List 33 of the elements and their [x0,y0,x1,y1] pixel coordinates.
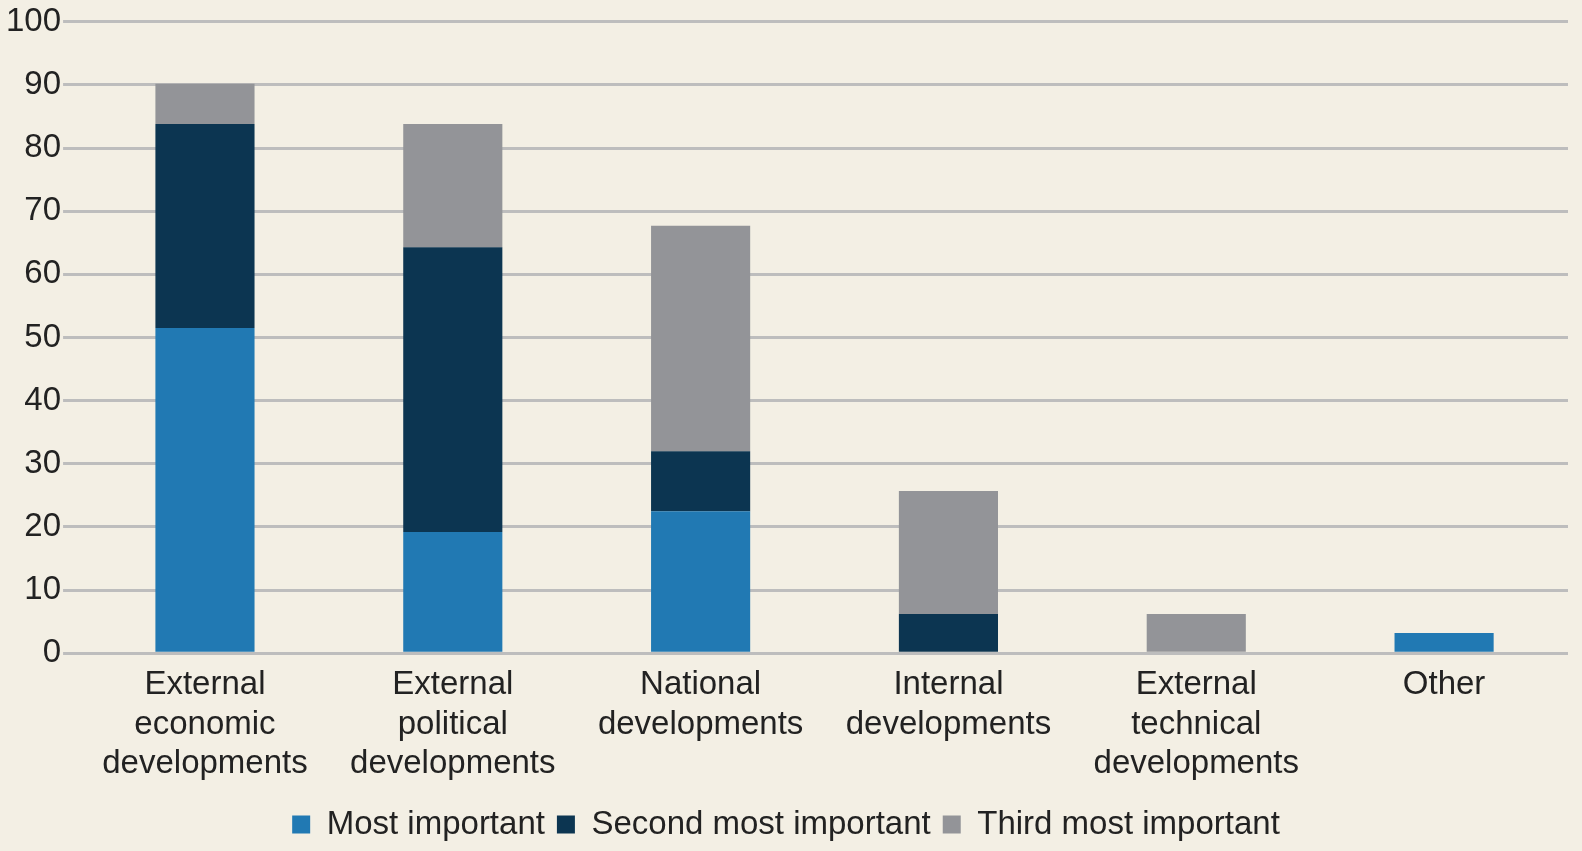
bar [898,490,999,615]
legend-label: Third most important [977,803,1280,841]
x-tick-label: External technical developments [1093,664,1299,781]
bar [403,531,503,652]
y-tick-label: 90 [24,64,62,102]
bar [403,247,503,532]
bar [651,225,751,452]
x-tick-label: Other [1402,664,1486,702]
y-tick-label: 70 [24,190,62,228]
y-tick-label: 40 [24,379,62,417]
y-tick-label: 10 [24,569,62,607]
legend-label: Second most important [591,803,931,841]
y-tick-label: 0 [42,632,62,670]
y-tick-label: 100 [6,0,62,38]
y-tick-label: 20 [24,506,62,544]
bar [155,328,255,652]
y-tick-label: 60 [24,253,62,291]
bar [1394,633,1494,652]
x-tick-label: External economic developments [102,664,308,781]
y-tick-label: 50 [24,316,62,354]
x-tick-label: External political developments [350,664,556,781]
bar [155,124,255,329]
x-tick-label: Internal developments [845,664,1052,741]
x-tick-label: National developments [597,664,804,741]
bar [155,83,255,125]
bar [1146,614,1246,652]
bar [898,614,999,652]
legend-label: Most important [326,803,545,841]
y-tick-label: 80 [24,127,62,165]
bar [651,511,751,652]
y-tick-label: 30 [24,442,62,480]
bar [403,124,503,248]
bar [651,451,751,512]
